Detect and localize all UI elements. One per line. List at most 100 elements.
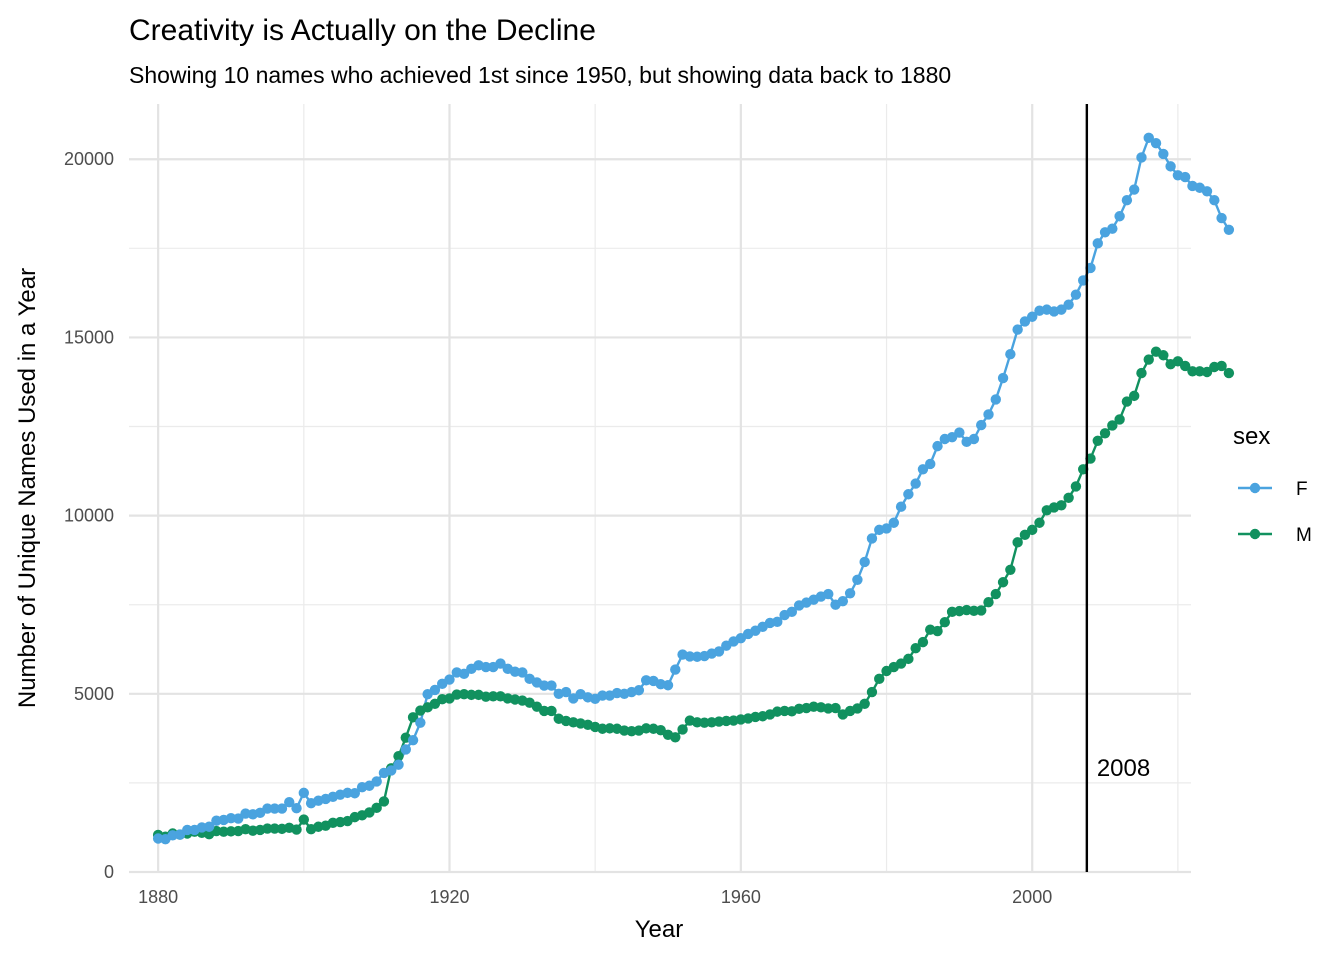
data-point-F xyxy=(386,765,397,776)
data-point-M xyxy=(910,642,921,654)
data-point-F xyxy=(546,680,557,691)
data-point-M xyxy=(670,732,681,743)
data-point-F xyxy=(1107,223,1118,234)
data-point-M xyxy=(1128,390,1140,402)
data-point-M xyxy=(976,605,987,616)
data-point-F xyxy=(1070,289,1082,300)
data-point-M xyxy=(721,715,732,727)
y-tick-label: 5000 xyxy=(74,684,114,704)
x-tick-label: 1920 xyxy=(429,887,469,907)
data-point-F xyxy=(1158,148,1169,160)
data-point-F xyxy=(182,824,193,836)
data-point-F xyxy=(517,667,528,678)
data-point-F xyxy=(1179,171,1191,183)
data-point-F xyxy=(925,458,936,470)
x-tick-label: 1960 xyxy=(721,887,761,907)
x-tick-label: 1880 xyxy=(138,887,178,907)
data-point-M xyxy=(1019,529,1031,541)
data-point-F xyxy=(1128,184,1140,195)
data-point-M xyxy=(1136,367,1147,379)
data-point-M xyxy=(983,597,994,608)
y-tick-label: 15000 xyxy=(64,327,114,347)
data-point-M xyxy=(903,653,914,665)
data-point-M xyxy=(1099,428,1111,439)
x-axis-title: Year xyxy=(635,916,684,943)
data-point-M xyxy=(1027,524,1038,536)
data-point-M xyxy=(874,673,885,685)
data-point-F xyxy=(495,658,506,669)
data-point-F xyxy=(1150,138,1162,149)
data-point-M xyxy=(1063,492,1074,503)
data-point-F xyxy=(1005,348,1016,360)
data-point-F xyxy=(968,433,980,445)
data-point-F xyxy=(670,664,681,675)
data-point-F xyxy=(269,803,280,814)
y-axis-title: Number of Unique Names Used in a Year xyxy=(14,268,41,708)
data-point-M xyxy=(1034,517,1045,528)
data-point-F xyxy=(910,478,921,489)
data-point-F xyxy=(429,684,441,696)
data-point-F xyxy=(415,717,426,728)
data-point-F xyxy=(291,803,302,814)
data-point-M xyxy=(1187,366,1198,377)
data-point-M xyxy=(378,796,390,807)
y-tick-label: 0 xyxy=(104,862,114,882)
data-point-F xyxy=(458,668,470,680)
data-point-F xyxy=(983,409,994,420)
y-tick-label: 10000 xyxy=(64,506,114,526)
data-point-M xyxy=(1223,367,1235,379)
data-point-F xyxy=(1201,186,1213,197)
chart-title: Creativity is Actually on the Decline xyxy=(129,14,596,47)
data-point-M xyxy=(939,616,950,628)
legend-label-M: M xyxy=(1296,525,1312,546)
data-point-F xyxy=(859,556,870,568)
data-point-F xyxy=(1143,132,1154,144)
data-point-F xyxy=(976,419,987,431)
data-point-F xyxy=(1092,238,1103,249)
data-point-F xyxy=(349,788,360,799)
data-point-F xyxy=(823,588,834,600)
gridlines xyxy=(129,104,1191,874)
data-point-M xyxy=(917,636,929,648)
data-point-F xyxy=(298,787,310,799)
data-point-F xyxy=(844,588,856,599)
data-point-F xyxy=(713,646,725,657)
data-point-M xyxy=(1005,564,1016,575)
series-points xyxy=(152,132,1235,845)
data-point-M xyxy=(393,750,404,762)
data-point-F xyxy=(1223,224,1235,235)
data-point-F xyxy=(276,803,288,814)
data-point-F xyxy=(597,690,608,701)
data-point-F xyxy=(633,685,645,696)
legend-key-point-F xyxy=(1249,482,1261,494)
data-point-F xyxy=(866,533,878,544)
data-point-F xyxy=(1063,299,1074,310)
data-point-F xyxy=(990,394,1001,405)
data-point-F xyxy=(284,796,295,808)
data-point-M xyxy=(830,702,841,714)
data-point-F xyxy=(480,661,492,673)
data-point-M xyxy=(291,824,302,835)
series-line-M xyxy=(157,350,1230,838)
series-lines xyxy=(157,136,1230,841)
data-point-F xyxy=(233,813,244,824)
data-point-M xyxy=(859,698,870,709)
data-point-F xyxy=(538,680,550,691)
data-point-M xyxy=(262,823,273,834)
y-axis-ticks: 0 5000 10000 15000 20000 xyxy=(64,149,114,882)
data-point-M xyxy=(1107,420,1118,431)
data-point-F xyxy=(262,803,273,814)
data-point-F xyxy=(407,734,419,746)
data-point-M xyxy=(997,577,1009,588)
data-point-F xyxy=(662,680,674,691)
data-point-F xyxy=(400,744,411,755)
data-point-M xyxy=(371,802,382,814)
data-point-F xyxy=(895,501,907,512)
data-point-M xyxy=(866,686,878,698)
data-point-F xyxy=(954,427,965,438)
data-point-F xyxy=(772,616,783,628)
data-point-F xyxy=(560,686,572,698)
reference-line: 2008 xyxy=(1085,104,1150,872)
data-point-F xyxy=(371,776,382,787)
